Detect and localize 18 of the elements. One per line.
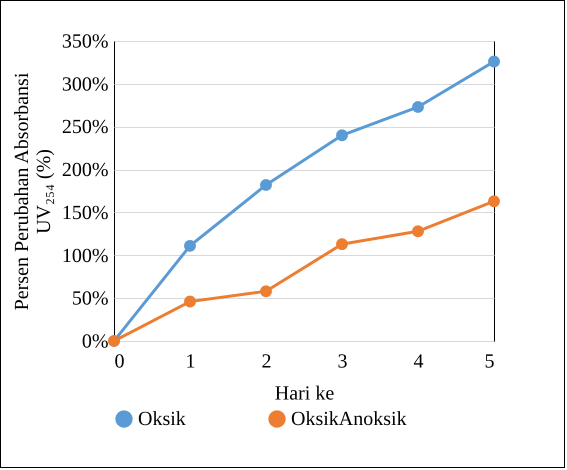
y-tick-label: 200% [62,159,108,182]
x-tick-label: 5 [484,350,494,372]
y-tick-label: 0% [82,330,108,352]
x-tick-label: 4 [414,350,424,372]
y-tick-label: 300% [62,73,108,96]
y-tick-label: 150% [62,202,108,224]
y-axis-title: Persen Perubahan Absorbansi UV₂₅₄ (%) [10,72,55,310]
legend-label: OksikAnoksik [291,408,407,430]
y-tick-label: 50% [72,288,108,310]
y-tick-label: 100% [62,244,108,267]
x-axis-title: Hari ke [274,382,334,404]
y-tick-label: 350% [62,30,108,52]
legend-label: Oksik [138,408,186,430]
x-tick-label: 3 [338,350,348,372]
x-tick-label: 2 [262,350,272,372]
y-tick-label: 250% [62,116,108,138]
x-tick-label: 0 [114,350,124,372]
x-tick-label: 1 [186,350,196,372]
